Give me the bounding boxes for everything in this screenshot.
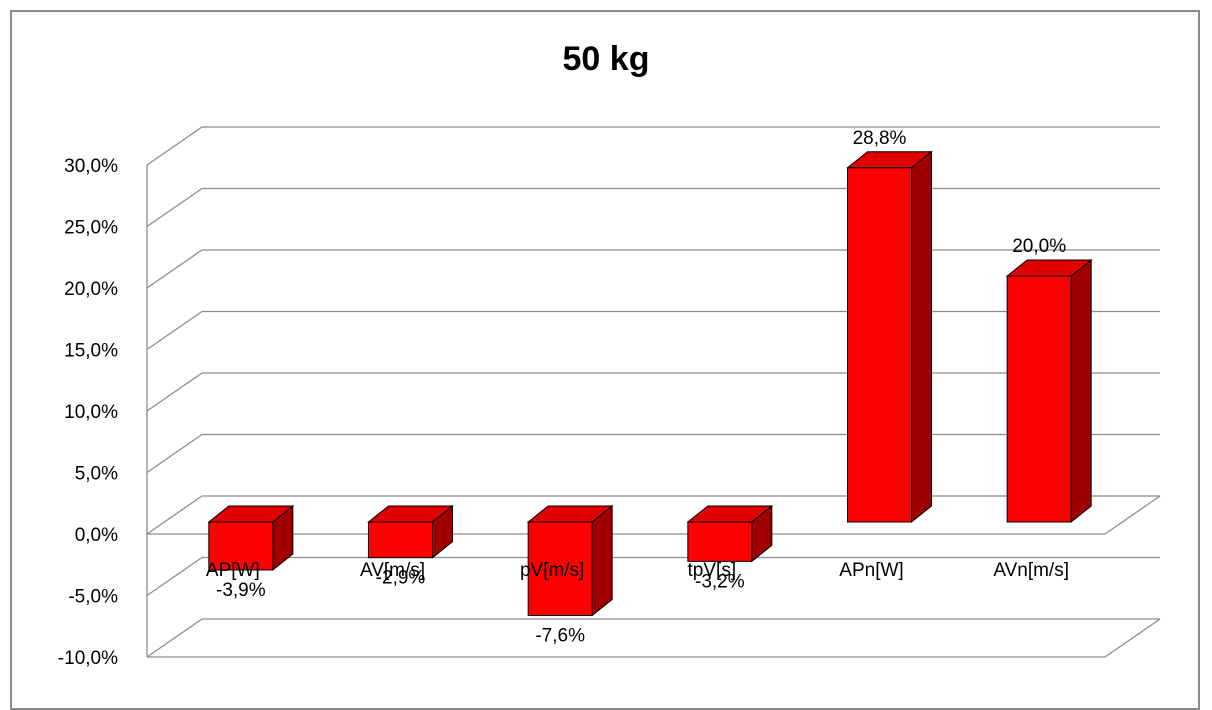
- y-tick-label: 0,0%: [75, 525, 118, 546]
- x-tick-label: APn[W]: [839, 560, 903, 581]
- x-tick-label: tpV[s]: [688, 560, 737, 581]
- gridline-depth: [146, 495, 203, 535]
- y-tick-label: 30,0%: [64, 156, 118, 177]
- gridline-depth: [146, 187, 203, 228]
- gridline-depth: [146, 310, 203, 351]
- x-tick-label: AP[W]: [206, 560, 260, 581]
- y-tick-label: -10,0%: [58, 648, 118, 669]
- data-label: -3,2%: [695, 571, 745, 592]
- y-tick-label: 20,0%: [64, 279, 118, 300]
- bar-side: [591, 504, 613, 617]
- data-label: -3,9%: [216, 580, 266, 601]
- bar: [1006, 275, 1072, 523]
- bar-side: [1070, 258, 1092, 524]
- y-tick-label: -5,0%: [68, 587, 118, 608]
- gridline-depth: [146, 249, 203, 289]
- gridline-depth: [146, 126, 203, 166]
- y-tick-label: 5,0%: [75, 464, 118, 485]
- bar: [847, 167, 912, 523]
- x-tick-label: AV[m/s]: [360, 560, 425, 581]
- gridline-depth: [146, 372, 203, 412]
- bar-side: [911, 150, 932, 524]
- x-tick-label: pV[m/s]: [520, 560, 584, 581]
- bar: [368, 521, 433, 559]
- x-axis-depth-line: [1104, 495, 1161, 535]
- bar: [687, 521, 753, 562]
- data-label: -7,6%: [535, 625, 585, 646]
- chart-title: 50 kg: [562, 40, 650, 78]
- chart-plot: -10,0% -5,0% 0,0% 5,0% 10,0% 15,0% 20,0% 25,0% 3…: [58, 126, 1161, 669]
- data-label: 28,8%: [853, 128, 907, 149]
- bar: [527, 521, 593, 616]
- data-label: -2,9%: [376, 568, 426, 589]
- floor-right-line: [1104, 618, 1161, 658]
- gridline-depth: [146, 556, 203, 597]
- gridline-depth: [146, 618, 203, 658]
- x-tick-label: AVn[m/s]: [993, 560, 1069, 581]
- bar: [208, 521, 274, 571]
- y-tick-label: 10,0%: [64, 402, 118, 423]
- data-label: 20,0%: [1012, 236, 1066, 257]
- gridline-depth: [146, 433, 203, 474]
- y-tick-label: 25,0%: [64, 218, 118, 239]
- y-tick-label: 15,0%: [64, 341, 118, 362]
